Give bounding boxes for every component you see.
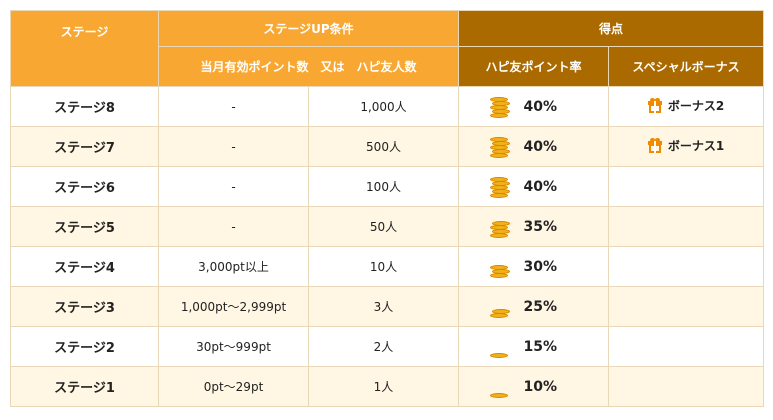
friends-condition: 50人	[308, 206, 459, 247]
friends-condition: 1人	[308, 366, 459, 407]
rate-cell: 30%	[458, 246, 609, 287]
table-row: ステージ5-50人 35%	[10, 206, 765, 247]
coin-stack-icon	[488, 295, 512, 319]
bonus-cell	[607, 166, 765, 207]
bonus-cell: ボーナス2	[607, 86, 765, 127]
stage-table: ステージ ステージUP条件 得点 当月有効ポイント数 又は ハピ友人数 ハピ友ポ…	[10, 10, 765, 407]
stage-name: ステージ5	[10, 206, 159, 247]
friends-condition: 10人	[308, 246, 459, 287]
coin-stack-icon	[488, 375, 512, 399]
stage-name: ステージ4	[10, 246, 159, 287]
table-row: ステージ4 3,000pt以上 10人 30%	[10, 246, 765, 287]
table-body: ステージ8-1,000人 40% ボーナス2 ステージ7-500人 40% ボーナス1 ステ…	[10, 86, 765, 407]
points-condition: 30pt～999pt	[158, 326, 309, 367]
rate-value: 40%	[523, 98, 558, 115]
bonus-cell: ボーナス1	[607, 126, 765, 167]
table-row: ステージ7-500人 40% ボーナス1	[10, 126, 765, 167]
header-condition-sub: 当月有効ポイント数 又は ハピ友人数	[158, 46, 459, 87]
rate-value: 10%	[523, 378, 558, 395]
table-row: ステージ8-1,000人 40% ボーナス2	[10, 86, 765, 127]
bonus-cell	[607, 206, 765, 247]
friends-condition: 500人	[308, 126, 459, 167]
coin-stack-icon	[488, 175, 512, 199]
bonus-cell	[607, 246, 765, 287]
bonus-label: ボーナス2	[667, 99, 725, 114]
rate-cell: 10%	[458, 366, 609, 407]
gift-icon	[647, 137, 662, 153]
header-bonus: スペシャルボーナス	[607, 46, 765, 87]
rate-cell: 40%	[458, 126, 609, 167]
header-condition: ステージUP条件	[158, 10, 459, 47]
coin-stack-icon	[488, 95, 512, 119]
header-score: 得点	[457, 10, 765, 47]
friends-condition: 3人	[308, 286, 459, 327]
table-row: ステージ3 1,000pt～2,999pt 3人 25%	[10, 286, 765, 327]
rate-cell: 40%	[458, 86, 609, 127]
table-row: ステージ6-100人 40%	[10, 166, 765, 207]
points-condition: -	[158, 126, 309, 167]
bonus-label: ボーナス1	[667, 139, 725, 154]
points-condition: -	[158, 166, 309, 207]
stage-name: ステージ7	[10, 126, 159, 167]
coin-stack-icon	[488, 255, 512, 279]
rate-cell: 15%	[458, 326, 609, 367]
bonus-cell	[607, 366, 765, 407]
rate-value: 35%	[523, 218, 558, 235]
header-stage: ステージ	[10, 10, 159, 87]
table-row: ステージ1 0pt～29pt 1人 10%	[10, 366, 765, 407]
stage-name: ステージ3	[10, 286, 159, 327]
rate-cell: 35%	[458, 206, 609, 247]
bonus-cell	[607, 326, 765, 367]
stage-name: ステージ2	[10, 326, 159, 367]
gift-icon	[647, 97, 662, 113]
table-row: ステージ2 30pt～999pt 2人 15%	[10, 326, 765, 367]
stage-name: ステージ8	[10, 86, 159, 127]
rate-value: 25%	[523, 298, 558, 315]
coin-stack-icon	[488, 135, 512, 159]
friends-condition: 1,000人	[308, 86, 459, 127]
rate-cell: 25%	[458, 286, 609, 327]
coin-stack-icon	[488, 215, 512, 239]
rate-cell: 40%	[458, 166, 609, 207]
bonus-badge: ボーナス2	[647, 97, 725, 114]
points-condition: 3,000pt以上	[158, 246, 309, 287]
bonus-cell	[607, 286, 765, 327]
header-rate: ハピ友ポイント率	[458, 46, 609, 87]
rate-value: 30%	[523, 258, 558, 275]
coin-stack-icon	[488, 335, 512, 359]
points-condition: -	[158, 86, 309, 127]
friends-condition: 100人	[308, 166, 459, 207]
rate-value: 15%	[523, 338, 558, 355]
stage-name: ステージ6	[10, 166, 159, 207]
points-condition: 1,000pt～2,999pt	[158, 286, 309, 327]
stage-table-container: ステージ ステージUP条件 得点 当月有効ポイント数 又は ハピ友人数 ハピ友ポ…	[10, 10, 765, 410]
stage-name: ステージ1	[10, 366, 159, 407]
points-condition: 0pt～29pt	[158, 366, 309, 407]
rate-value: 40%	[523, 138, 558, 155]
bonus-badge: ボーナス1	[647, 137, 725, 154]
rate-value: 40%	[523, 178, 558, 195]
points-condition: -	[158, 206, 309, 247]
friends-condition: 2人	[308, 326, 459, 367]
